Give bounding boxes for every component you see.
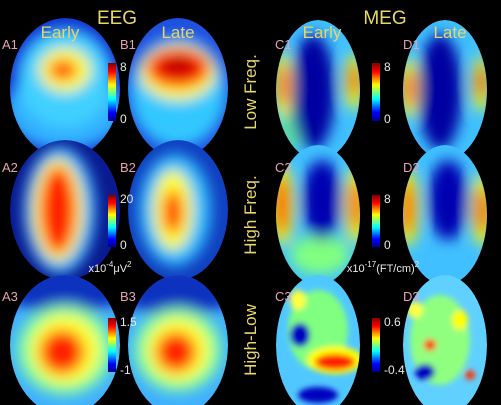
- activity-blob: [465, 370, 475, 380]
- column-label: Late: [433, 23, 466, 42]
- panel-label: B3: [120, 289, 136, 304]
- panel-label: C2: [275, 160, 292, 175]
- panel-label: A1: [2, 37, 18, 52]
- activity-blob: [156, 332, 196, 372]
- row-label: High Freq.: [241, 175, 260, 254]
- colorbar-min: 0: [384, 238, 391, 252]
- unit: μV: [113, 263, 127, 275]
- activity-blob: [40, 166, 76, 254]
- colorbar-max: 8: [384, 192, 391, 206]
- activity-blob: [315, 354, 355, 370]
- panel-label: B1: [120, 37, 136, 52]
- colorbar-min: -1: [120, 363, 131, 377]
- activity-blob: [49, 60, 77, 80]
- activity-blob: [40, 330, 84, 374]
- colorbar-min: 0: [120, 112, 127, 126]
- activity: [139, 154, 211, 266]
- row-label: High-Low: [241, 303, 260, 376]
- colorbar-min: 0: [120, 238, 127, 252]
- unit-prefix: x10: [347, 263, 365, 275]
- colorbar-max: 20: [120, 192, 134, 206]
- activity: [24, 146, 96, 274]
- activity-blob: [349, 62, 359, 98]
- panel-label: D3: [403, 289, 420, 304]
- topomap: [403, 20, 487, 160]
- activity-blob: [290, 235, 350, 275]
- activity-blob: [418, 34, 462, 150]
- column-label: Early: [41, 23, 80, 42]
- colorbar: [372, 318, 380, 372]
- colorbar-max: 8: [120, 60, 127, 74]
- topomap: [10, 275, 120, 405]
- activity-blob: [291, 34, 335, 150]
- activity-blob: [452, 310, 468, 330]
- activity: [130, 37, 226, 147]
- unit-exponent: -17: [365, 260, 377, 269]
- activity-blob: [403, 180, 414, 236]
- activity-blob: [407, 302, 423, 318]
- eeg-title: EEG: [97, 8, 137, 29]
- activity-blob: [404, 68, 414, 108]
- activity-blob: [278, 63, 288, 107]
- unit-prefix: x10: [88, 263, 106, 275]
- activity-blob: [290, 290, 306, 310]
- activity-blob: [424, 339, 436, 351]
- activity: [276, 160, 360, 275]
- activity: [403, 34, 487, 150]
- topomap: [403, 275, 487, 405]
- colorbar-min: 0: [384, 112, 391, 126]
- colorbar-min: -0.4: [384, 363, 405, 377]
- activity-blob: [10, 275, 120, 314]
- panel-label: D2: [403, 160, 420, 175]
- topomap: [10, 18, 120, 158]
- activity: [407, 295, 475, 385]
- panel-label: C3: [275, 289, 292, 304]
- topomap: [276, 275, 360, 405]
- colorbar: [372, 63, 380, 121]
- topomap: [276, 145, 360, 285]
- meg-unit: x10-17(FT/cm)2: [347, 260, 420, 275]
- activity-blob: [476, 186, 487, 234]
- panel-label: A2: [2, 160, 18, 175]
- activity-blob: [160, 56, 196, 76]
- meg-title: MEG: [363, 8, 406, 29]
- column-label: Early: [303, 23, 342, 42]
- activity: [288, 290, 360, 403]
- unit-exponent: 2: [415, 260, 420, 269]
- activity-blob: [163, 190, 183, 234]
- colorbar: [108, 318, 116, 372]
- activity-blob: [290, 323, 310, 347]
- activity-blob: [428, 160, 468, 240]
- activity-blob: [302, 160, 342, 240]
- colorbar-max: 1.5: [120, 315, 137, 329]
- activity: [10, 28, 120, 150]
- topomap: [403, 145, 487, 285]
- activity-blob: [298, 387, 338, 403]
- panel-label: A3: [2, 289, 18, 304]
- panel-label: C1: [275, 37, 292, 52]
- topomap: [10, 140, 120, 280]
- activity-blob: [415, 364, 435, 380]
- colorbar: [372, 195, 380, 247]
- colorbar-max: 8: [384, 60, 391, 74]
- panel-label: D1: [403, 37, 420, 52]
- row-label: Low Freq.: [241, 54, 260, 130]
- activity: [403, 160, 487, 246]
- activity: [10, 275, 120, 395]
- eeg-unit: x10-4μV2: [88, 260, 132, 275]
- colorbar: [108, 195, 116, 247]
- column-label: Late: [161, 23, 194, 42]
- unit-exponent: 2: [127, 260, 132, 269]
- colorbar-max: 0.6: [384, 315, 401, 329]
- colorbar: [108, 63, 116, 121]
- unit: (FT/cm): [376, 263, 414, 275]
- unit-exponent: -4: [106, 260, 114, 269]
- panel-label: B2: [120, 160, 136, 175]
- topomap: [128, 140, 228, 280]
- activity-blob: [476, 64, 486, 100]
- topomap: [128, 18, 228, 158]
